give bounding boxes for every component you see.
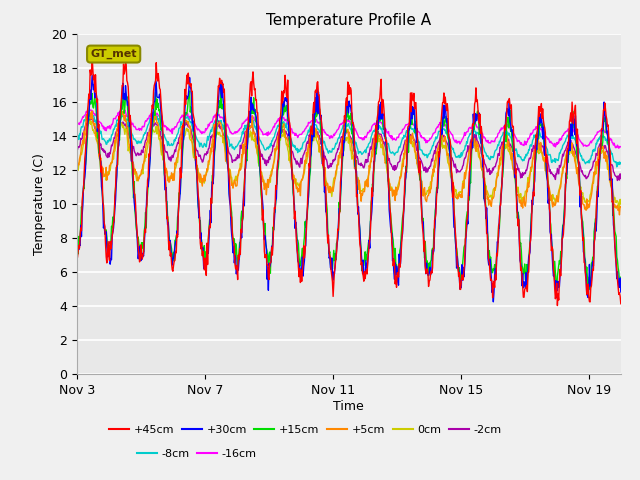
-8cm <box>490 155 497 160</box>
0cm <box>147 134 155 140</box>
Legend: -8cm, -16cm: -8cm, -16cm <box>132 444 261 464</box>
+45cm <box>355 228 363 233</box>
-2cm <box>401 137 409 143</box>
+5cm <box>401 144 409 149</box>
+45cm <box>136 259 143 265</box>
-2cm <box>89 115 97 121</box>
-8cm <box>73 136 81 142</box>
Line: -2cm: -2cm <box>77 118 621 180</box>
-2cm <box>614 178 621 183</box>
+30cm <box>490 289 498 295</box>
Line: +45cm: +45cm <box>77 56 621 306</box>
0cm <box>86 118 94 123</box>
Line: 0cm: 0cm <box>77 120 621 208</box>
Line: -8cm: -8cm <box>77 113 621 167</box>
-2cm <box>73 146 81 152</box>
-16cm <box>490 139 497 144</box>
+45cm <box>554 303 561 309</box>
Line: -16cm: -16cm <box>77 110 621 148</box>
+15cm <box>73 246 81 252</box>
-16cm <box>355 135 363 141</box>
+30cm <box>617 289 625 295</box>
-8cm <box>355 149 363 155</box>
+30cm <box>490 299 497 305</box>
Line: +30cm: +30cm <box>77 75 621 302</box>
0cm <box>401 148 409 154</box>
+45cm <box>490 281 497 287</box>
+15cm <box>617 275 625 280</box>
0cm <box>615 205 623 211</box>
+15cm <box>490 266 497 272</box>
+45cm <box>184 81 191 87</box>
+45cm <box>73 240 81 246</box>
+30cm <box>401 178 409 184</box>
-8cm <box>147 117 155 122</box>
0cm <box>73 174 81 180</box>
+5cm <box>617 204 625 210</box>
-16cm <box>615 145 623 151</box>
+15cm <box>401 187 409 192</box>
0cm <box>617 201 625 207</box>
+5cm <box>490 195 497 201</box>
+45cm <box>401 170 409 176</box>
-16cm <box>617 144 625 150</box>
0cm <box>490 187 497 192</box>
+5cm <box>616 212 623 218</box>
-2cm <box>147 120 155 125</box>
+45cm <box>88 53 96 59</box>
X-axis label: Time: Time <box>333 400 364 413</box>
+15cm <box>183 111 191 117</box>
Y-axis label: Temperature (C): Temperature (C) <box>33 153 45 255</box>
-2cm <box>184 123 191 129</box>
0cm <box>184 128 191 134</box>
+30cm <box>136 244 143 250</box>
+45cm <box>147 125 155 131</box>
+5cm <box>355 178 363 183</box>
Title: Temperature Profile A: Temperature Profile A <box>266 13 431 28</box>
+30cm <box>88 72 96 78</box>
+15cm <box>135 241 143 247</box>
-16cm <box>401 123 409 129</box>
-2cm <box>136 152 143 157</box>
-16cm <box>73 124 81 130</box>
+15cm <box>217 79 225 84</box>
+5cm <box>147 128 154 133</box>
0cm <box>136 172 143 178</box>
-8cm <box>613 164 621 170</box>
+15cm <box>355 219 363 225</box>
+5cm <box>73 170 81 176</box>
-2cm <box>355 161 363 167</box>
+5cm <box>151 108 159 113</box>
-8cm <box>401 134 409 140</box>
-8cm <box>184 114 191 120</box>
+5cm <box>135 176 143 181</box>
Line: +15cm: +15cm <box>77 82 621 290</box>
+15cm <box>147 146 154 152</box>
Line: +5cm: +5cm <box>77 110 621 215</box>
+30cm <box>184 94 191 100</box>
+30cm <box>73 247 81 253</box>
0cm <box>355 179 363 184</box>
+45cm <box>617 301 625 307</box>
-16cm <box>184 111 191 117</box>
-8cm <box>86 110 93 116</box>
+15cm <box>553 287 561 293</box>
-2cm <box>617 176 625 181</box>
-16cm <box>147 111 155 117</box>
-8cm <box>617 160 625 166</box>
-16cm <box>87 107 95 113</box>
+30cm <box>355 217 363 223</box>
-16cm <box>136 128 143 133</box>
-8cm <box>136 140 143 146</box>
-2cm <box>490 167 497 173</box>
+30cm <box>147 138 155 144</box>
Text: GT_met: GT_met <box>90 49 137 59</box>
+5cm <box>184 121 191 127</box>
